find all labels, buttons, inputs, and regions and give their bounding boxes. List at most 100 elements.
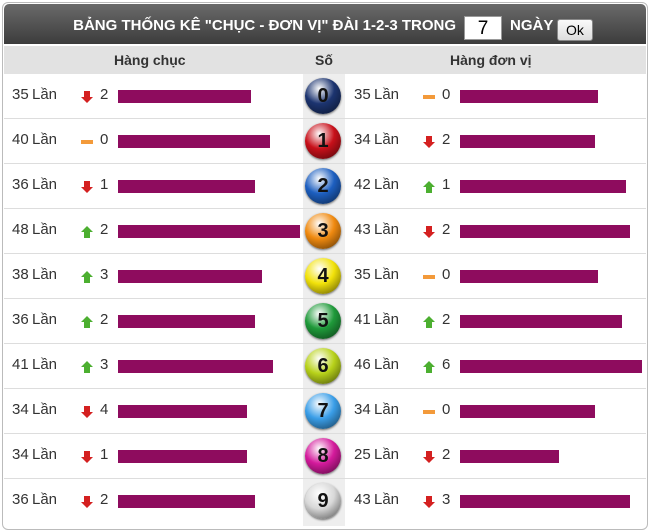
unit: Lần bbox=[32, 221, 58, 238]
row-separator bbox=[4, 208, 646, 209]
bar bbox=[460, 135, 595, 148]
unit: Lần bbox=[374, 221, 400, 238]
count: 34 bbox=[354, 131, 371, 148]
count: 38 bbox=[12, 266, 29, 283]
change: 2 bbox=[100, 491, 109, 508]
count: 34 bbox=[12, 401, 29, 418]
header: BẢNG THỐNG KÊ "CHỤC - ĐƠN VỊ" ĐÀI 1-2-3 … bbox=[4, 4, 646, 44]
trend-icon bbox=[80, 180, 94, 199]
count: 40 bbox=[12, 131, 29, 148]
digit-ball: 0 bbox=[305, 78, 341, 114]
change: 2 bbox=[442, 311, 451, 328]
bar bbox=[118, 90, 251, 103]
title: BẢNG THỐNG KÊ "CHỤC - ĐƠN VỊ" ĐÀI 1-2-3 … bbox=[73, 17, 456, 34]
count: 43 bbox=[354, 491, 371, 508]
change: 0 bbox=[442, 86, 451, 103]
change: 2 bbox=[100, 221, 109, 238]
unit: Lần bbox=[374, 266, 400, 283]
unit: Lần bbox=[374, 401, 400, 418]
tens-header: Hàng chục bbox=[114, 52, 186, 68]
row-separator bbox=[4, 433, 646, 434]
count: 42 bbox=[354, 176, 371, 193]
trend-icon bbox=[422, 450, 436, 469]
count: 41 bbox=[354, 311, 371, 328]
trend-icon bbox=[422, 180, 436, 199]
change: 2 bbox=[442, 131, 451, 148]
trend-icon bbox=[422, 360, 436, 379]
digit-ball: 3 bbox=[305, 213, 341, 249]
unit: Lần bbox=[32, 401, 58, 418]
trend-icon bbox=[422, 315, 436, 334]
digit-ball: 5 bbox=[305, 303, 341, 339]
trend-icon bbox=[422, 90, 436, 109]
digit-ball: 6 bbox=[305, 348, 341, 384]
count: 35 bbox=[354, 86, 371, 103]
unit: Lần bbox=[374, 491, 400, 508]
unit: Lần bbox=[32, 266, 58, 283]
count: 34 bbox=[12, 446, 29, 463]
count: 46 bbox=[354, 356, 371, 373]
unit: Lần bbox=[374, 311, 400, 328]
digit-ball: 2 bbox=[305, 168, 341, 204]
trend-icon bbox=[80, 270, 94, 289]
row-separator bbox=[4, 388, 646, 389]
days-input[interactable]: 7 bbox=[464, 16, 502, 40]
bar bbox=[460, 495, 631, 508]
trend-icon bbox=[422, 405, 436, 424]
change: 2 bbox=[100, 86, 109, 103]
column-header: Hàng chục Số Hàng đơn vị bbox=[4, 46, 646, 74]
bar bbox=[460, 225, 631, 238]
row-separator bbox=[4, 163, 646, 164]
row-separator bbox=[4, 253, 646, 254]
change: 2 bbox=[442, 446, 451, 463]
count: 36 bbox=[12, 311, 29, 328]
change: 0 bbox=[442, 266, 451, 283]
bar bbox=[118, 315, 255, 328]
trend-icon bbox=[80, 90, 94, 109]
digit-ball: 8 bbox=[305, 438, 341, 474]
change: 3 bbox=[442, 491, 451, 508]
change: 0 bbox=[100, 131, 109, 148]
digit-ball: 9 bbox=[305, 483, 341, 519]
count: 35 bbox=[12, 86, 29, 103]
trend-icon bbox=[422, 225, 436, 244]
bar bbox=[118, 180, 255, 193]
unit: Lần bbox=[32, 446, 58, 463]
change: 4 bbox=[100, 401, 109, 418]
change: 2 bbox=[442, 221, 451, 238]
days-label: NGÀY bbox=[510, 17, 554, 34]
digit-header: Số bbox=[315, 52, 333, 68]
unit: Lần bbox=[374, 356, 400, 373]
row-separator bbox=[4, 478, 646, 479]
count: 34 bbox=[354, 401, 371, 418]
change: 6 bbox=[442, 356, 451, 373]
count: 43 bbox=[354, 221, 371, 238]
change: 1 bbox=[100, 446, 109, 463]
bar bbox=[118, 495, 255, 508]
bar bbox=[118, 135, 270, 148]
count: 35 bbox=[354, 266, 371, 283]
trend-icon bbox=[80, 360, 94, 379]
trend-icon bbox=[422, 135, 436, 154]
trend-icon bbox=[80, 450, 94, 469]
unit: Lần bbox=[32, 356, 58, 373]
digit-ball: 7 bbox=[305, 393, 341, 429]
trend-icon bbox=[422, 270, 436, 289]
digit-ball: 4 bbox=[305, 258, 341, 294]
unit: Lần bbox=[32, 491, 58, 508]
count: 36 bbox=[12, 491, 29, 508]
unit: Lần bbox=[374, 446, 400, 463]
row-separator bbox=[4, 298, 646, 299]
change: 3 bbox=[100, 266, 109, 283]
ok-button[interactable]: Ok bbox=[557, 19, 593, 41]
unit: Lần bbox=[32, 176, 58, 193]
bar bbox=[460, 315, 623, 328]
trend-icon bbox=[80, 135, 94, 154]
change: 1 bbox=[442, 176, 451, 193]
trend-icon bbox=[80, 315, 94, 334]
unit: Lần bbox=[32, 131, 58, 148]
unit: Lần bbox=[374, 86, 400, 103]
bar bbox=[460, 405, 595, 418]
trend-icon bbox=[80, 495, 94, 514]
